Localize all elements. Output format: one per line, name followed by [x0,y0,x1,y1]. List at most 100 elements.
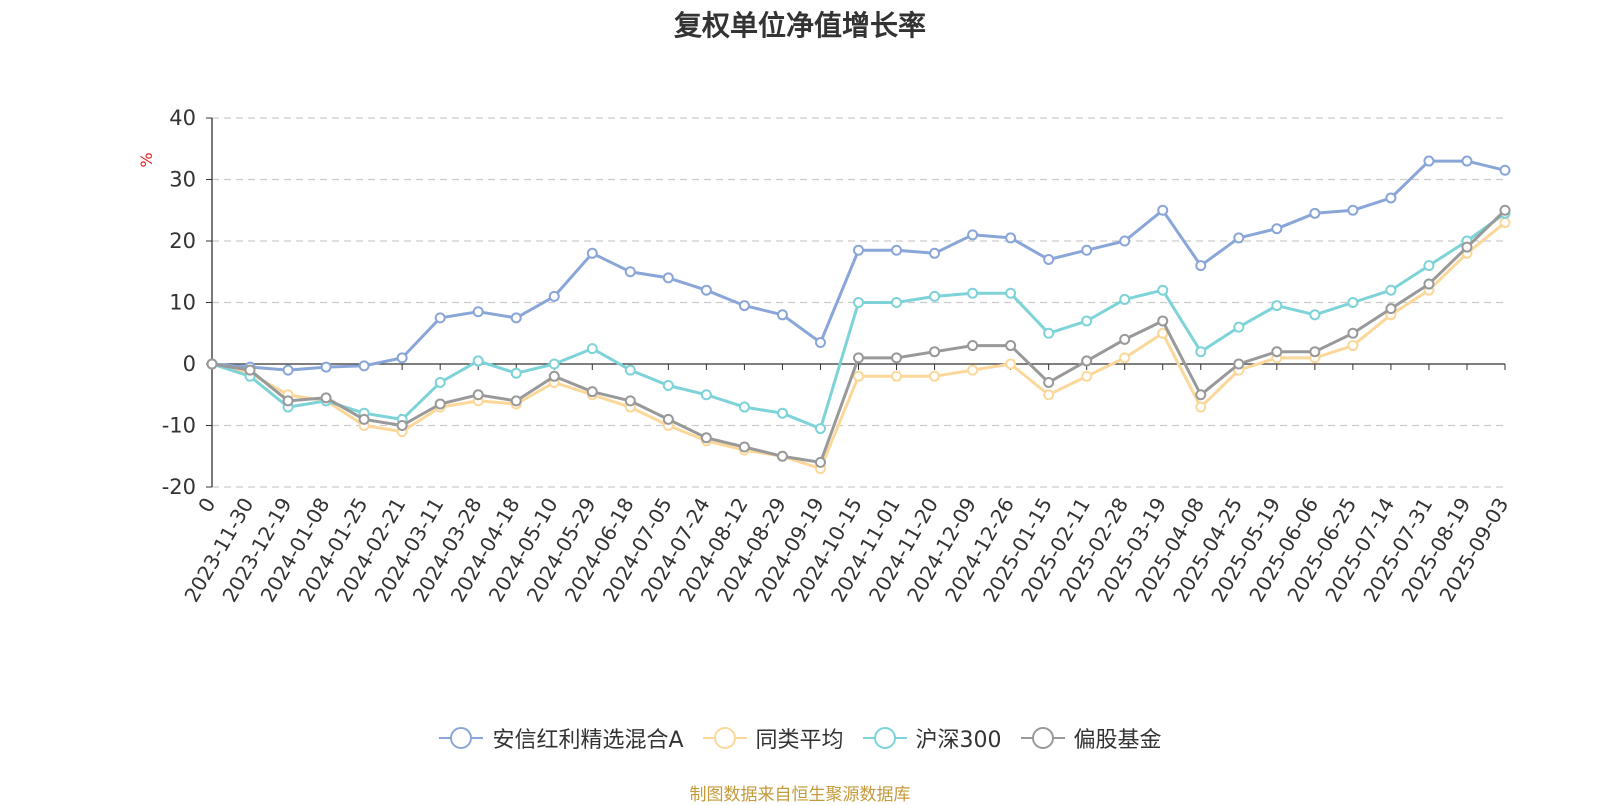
series-0-point-2 [282,364,294,376]
series-0-point-9 [548,290,560,302]
series-3-point-30 [1347,327,1359,339]
series-2-point-7 [472,355,484,367]
series-2-point-11 [624,364,636,376]
series-3-point-28 [1271,346,1283,358]
legend-swatch-icon-3 [1020,727,1065,749]
y-tick-label-3: 10 [169,291,196,315]
legend-item-3[interactable]: 偏股基金 [1020,722,1162,754]
series-0-point-26 [1195,260,1207,272]
series-3-point-12 [662,413,674,425]
series-2-point-8 [510,367,522,379]
series-0-point-11 [624,266,636,278]
series-1-point-25 [1157,327,1169,339]
series-0-point-4 [358,360,370,372]
series-2-point-32 [1423,260,1435,272]
series-0-point-30 [1347,204,1359,216]
series-2-point-28 [1271,300,1283,312]
series-3-point-5 [396,420,408,431]
series-0-point-28 [1271,223,1283,235]
series-line-0 [211,159,1506,372]
series-2-point-29 [1309,309,1321,321]
series-3-point-19 [929,346,941,358]
legend-item-0[interactable]: 安信红利精选混合A [438,722,684,754]
series-0-point-6 [434,312,446,324]
series-0-point-3 [320,361,332,373]
series-3-point-9 [548,370,560,382]
legend-label-2: 沪深300 [915,728,1002,753]
series-0-point-21 [1005,232,1017,244]
series-0-point-14 [738,300,750,312]
series-0-point-23 [1081,244,1093,256]
series-0-point-5 [396,352,408,364]
series-2-point-27 [1233,321,1245,333]
y-tick-label-1: 30 [169,168,196,192]
series-0-point-25 [1157,204,1169,216]
legend: 安信红利精选混合A 同类平均 沪深300 偏股基金 [0,722,1600,754]
series-0-point-17 [853,244,864,256]
series-2-point-16 [814,423,826,435]
y-tick-label-0: 40 [169,106,196,130]
series-1-point-23 [1081,370,1093,382]
y-tick-label-5: -10 [162,414,196,438]
series-0-point-10 [586,247,598,259]
series-3-point-1 [244,364,256,376]
series-0-point-18 [891,244,903,256]
series-3-point-8 [510,395,522,407]
series-3-point-31 [1385,303,1397,315]
series-3-point-11 [624,395,636,407]
series-2-point-26 [1195,346,1207,358]
series-3-point-18 [891,352,903,364]
legend-swatch-icon-0 [439,727,484,749]
series-0-point-31 [1385,192,1397,204]
series-0-point-33 [1461,155,1473,167]
legend-label-0: 安信红利精选混合A [492,728,684,753]
series-2-point-25 [1157,284,1169,296]
series-3-point-13 [700,432,712,444]
series-0-point-34 [1499,164,1511,176]
series-3-point-0 [206,358,218,370]
series-2-point-31 [1385,284,1397,296]
series-lines [206,155,1511,475]
series-0-point-29 [1309,207,1321,219]
series-2-point-24 [1119,293,1131,305]
series-1-point-19 [929,370,941,382]
series-1-point-18 [891,370,903,382]
series-3-point-24 [1119,333,1131,345]
series-3-point-23 [1081,355,1093,367]
series-3-point-27 [1233,358,1245,370]
series-0-point-13 [700,284,712,296]
y-tick-label-4: 0 [183,352,196,376]
legend-item-1[interactable]: 同类平均 [702,722,844,754]
series-1-point-30 [1347,340,1359,352]
series-3-point-6 [434,398,446,410]
series-1-point-17 [853,370,864,382]
series-3-point-34 [1499,204,1511,216]
series-0-point-20 [967,229,979,241]
series-3-point-7 [472,389,484,401]
series-0-point-12 [662,272,674,284]
series-1-point-21 [1005,358,1017,370]
series-3-point-29 [1309,346,1321,358]
series-3-point-22 [1043,376,1055,388]
series-2-point-18 [891,297,903,308]
series-0-point-32 [1423,155,1435,167]
series-2-point-30 [1347,297,1359,308]
series-1-point-34 [1499,217,1511,229]
series-3-point-10 [586,386,598,398]
series-0-point-15 [776,309,788,321]
series-2-point-21 [1005,287,1017,299]
legend-item-2[interactable]: 沪深300 [862,722,1002,754]
legend-swatch-icon-1 [702,727,747,749]
series-3-point-15 [776,450,788,462]
series-2-point-12 [662,380,674,392]
series-2-point-13 [700,389,712,401]
series-2-point-6 [434,376,446,388]
series-3-point-25 [1157,315,1169,327]
series-3-point-17 [853,352,864,364]
series-2-point-14 [738,401,750,413]
y-tick-label-2: 20 [169,229,196,253]
series-2-point-22 [1043,327,1055,339]
y-tick-label-6: -20 [162,475,196,499]
series-3-point-2 [282,395,294,407]
